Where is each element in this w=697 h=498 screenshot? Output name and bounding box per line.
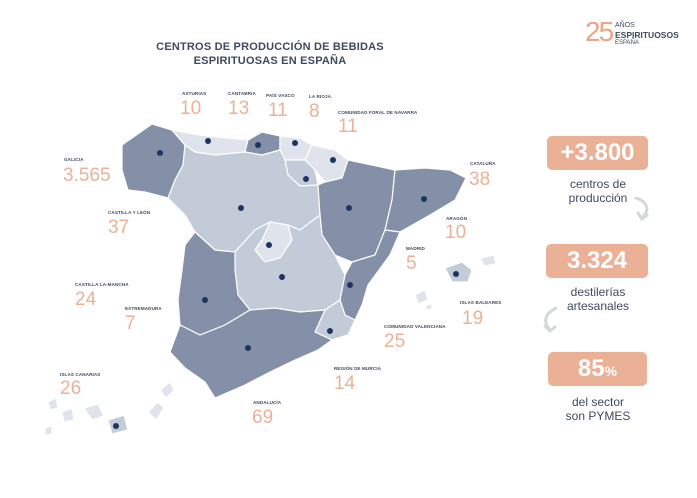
stat-box-pymes: 85% xyxy=(548,352,647,386)
label-castilla-la-mancha: CASTILLA LA-MANCHA xyxy=(75,282,129,287)
logo: 25 AÑOS ESPIRITUOSOS ESPAÑA xyxy=(585,16,685,48)
region-baleares-formentera xyxy=(425,303,433,311)
value-murcia: 14 xyxy=(334,373,356,394)
region-baleares-mallorca xyxy=(444,261,473,283)
stat-value-pymes-suffix: % xyxy=(604,363,618,379)
dot-cantabria xyxy=(255,142,261,148)
stat-value-destilerias: 3.324 xyxy=(566,247,628,274)
dot-castilla-la-mancha xyxy=(279,274,285,280)
region-canarias-2 xyxy=(61,407,75,423)
label-castilla-leon: CASTILLA Y LEÓN xyxy=(108,210,151,215)
value-castilla-la-mancha: 24 xyxy=(75,289,97,310)
dot-baleares xyxy=(453,271,459,277)
label-extremadura: EXTREMADURA xyxy=(125,306,162,311)
region-canarias-3 xyxy=(44,425,53,436)
value-castilla-leon: 37 xyxy=(108,217,130,238)
stat-value-pymes: 85 xyxy=(577,355,605,382)
label-valenciana: COMUNIDAD VALENCIANA xyxy=(384,324,446,329)
stat-caption-pymes: del sector son PYMES xyxy=(538,395,658,423)
stat-box-destilerias: 3.324 xyxy=(546,244,648,278)
dot-cataluna xyxy=(421,196,427,202)
dot-andalucia xyxy=(245,345,251,351)
dot-galicia xyxy=(157,150,163,156)
value-madrid: 5 xyxy=(406,253,417,274)
value-galicia: 3.565 xyxy=(63,165,111,186)
value-navarra: 11 xyxy=(338,116,358,137)
dot-asturias xyxy=(205,138,211,144)
label-madrid: MADRID xyxy=(406,246,425,251)
arrow-down-icon-1 xyxy=(634,196,649,222)
label-baleares: ISLAS BALEARES xyxy=(460,300,502,305)
value-la-rioja: 8 xyxy=(309,101,320,122)
label-cantabria: CANTABRIA xyxy=(228,91,256,96)
dot-pais-vasco xyxy=(292,140,298,146)
region-andalucia xyxy=(169,307,334,399)
value-cataluna: 38 xyxy=(469,169,491,190)
logo-line3: ESPAÑA xyxy=(615,40,639,46)
stat-caption-destilerias-line1: destilerías xyxy=(570,285,626,299)
region-canarias-4 xyxy=(83,403,105,421)
stat-caption-destilerias: destilerías artesanales xyxy=(538,285,658,313)
logo-line2: ESPIRITUOSOS xyxy=(615,30,679,40)
label-canarias: ISLAS CANARIAS xyxy=(60,372,101,377)
logo-line1: AÑOS xyxy=(615,22,635,29)
dot-aragon xyxy=(346,205,352,211)
dot-la-rioja xyxy=(303,176,309,182)
value-extremadura: 7 xyxy=(125,313,136,334)
value-pais-vasco: 11 xyxy=(268,100,288,121)
stat-caption-destilerias-line2: artesanales xyxy=(566,299,630,313)
region-canarias-1 xyxy=(47,397,59,411)
dot-valenciana xyxy=(347,282,353,288)
label-la-rioja: LA RIOJA xyxy=(309,94,332,99)
value-andalucia: 69 xyxy=(252,407,274,428)
label-galicia: GALICIA xyxy=(64,157,84,162)
stat-caption-pymes-line2: son PYMES xyxy=(565,409,631,423)
logo-number: 25 xyxy=(585,16,614,47)
stat-caption-pymes-line1: del sector xyxy=(571,395,625,409)
value-canarias: 26 xyxy=(60,378,82,399)
dot-madrid xyxy=(266,242,272,248)
stat-caption-centros-line2: producción xyxy=(568,191,628,205)
stat-value-centros: +3.800 xyxy=(560,139,635,166)
map-title: CENTROS DE PRODUCCIÓN DE BEBIDAS ESPIRIT… xyxy=(156,41,384,67)
dot-murcia xyxy=(327,328,333,334)
label-aragon: ARAGÓN xyxy=(446,216,468,221)
stat-caption-centros-line1: centros de xyxy=(569,177,627,191)
value-asturias: 10 xyxy=(180,98,202,119)
stat-caption-centros: centros de producción xyxy=(538,177,658,205)
value-aragon: 10 xyxy=(445,222,467,243)
region-baleares-ibiza xyxy=(414,289,429,305)
region-canarias-6 xyxy=(147,401,165,421)
dot-navarra xyxy=(330,157,336,163)
value-valenciana: 25 xyxy=(384,331,406,352)
label-cataluna: CATALUÑA xyxy=(470,161,496,166)
dot-castilla-leon xyxy=(238,205,244,211)
value-baleares: 19 xyxy=(462,308,484,329)
dot-canarias xyxy=(113,423,119,429)
label-murcia: REGIÓN DE MURCIA xyxy=(334,366,382,371)
stat-box-centros: +3.800 xyxy=(547,136,648,170)
label-andalucia: ANDALUCÍA xyxy=(253,400,282,405)
region-valenciana xyxy=(339,229,401,321)
dot-extremadura xyxy=(202,297,208,303)
region-canarias-7 xyxy=(159,381,175,399)
label-asturias: ASTURIAS xyxy=(182,91,207,96)
arrow-down-icon-2 xyxy=(543,306,558,334)
label-pais-vasco: PAÍS VASCO xyxy=(266,93,295,98)
label-navarra: COMUNIDAD FORAL DE NAVARRA xyxy=(338,110,418,115)
region-baleares-menorca xyxy=(479,254,497,267)
value-cantabria: 13 xyxy=(228,98,250,119)
